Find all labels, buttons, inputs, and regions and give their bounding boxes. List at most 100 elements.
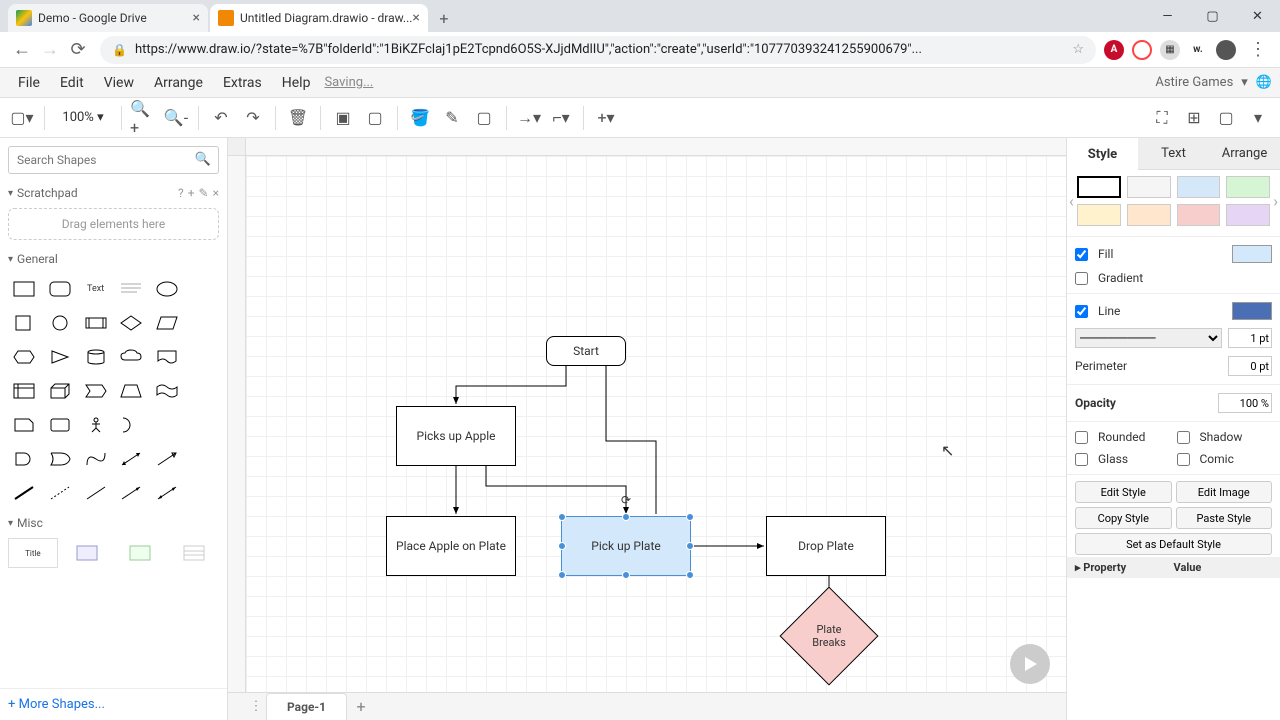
shape-ellipse[interactable]	[151, 274, 183, 304]
minimize-button[interactable]: —	[1145, 0, 1190, 32]
swatch[interactable]	[1177, 176, 1221, 198]
shape-cylinder[interactable]	[80, 342, 112, 372]
node-pick-plate[interactable]: Pick up Plate ⟳	[561, 516, 691, 576]
node-drop-plate[interactable]: Drop Plate	[766, 516, 886, 576]
scratchpad-drop[interactable]: Drag elements here	[8, 208, 219, 240]
shape-cloud[interactable]	[116, 342, 148, 372]
rotate-handle[interactable]: ⟳	[619, 493, 633, 507]
fill-checkbox[interactable]	[1075, 248, 1088, 261]
shape-line[interactable]	[8, 478, 40, 508]
menu-extras[interactable]: Extras	[213, 71, 272, 95]
search-icon[interactable]: 🔍	[195, 152, 211, 167]
shadow-button[interactable]: ▢	[470, 104, 498, 132]
opacity-input[interactable]	[1218, 393, 1272, 413]
menu-button[interactable]: ⋮	[1244, 36, 1272, 64]
shape-trap[interactable]	[116, 376, 148, 406]
node-plate-breaks[interactable]: Plate Breaks	[794, 601, 864, 671]
line-color[interactable]	[1232, 302, 1272, 320]
paste-style-button[interactable]: Paste Style	[1176, 507, 1273, 529]
property-header[interactable]: ▸ Property Value	[1067, 557, 1280, 578]
misc-header[interactable]: ▾Misc	[0, 512, 227, 534]
misc-shape-2[interactable]	[62, 538, 112, 568]
perimeter-input[interactable]	[1228, 356, 1272, 376]
shape-tape[interactable]	[151, 376, 183, 406]
close-icon[interactable]: ×	[193, 10, 200, 26]
back-button[interactable]: ←	[8, 36, 36, 64]
swatch[interactable]	[1226, 176, 1270, 198]
shape-lines[interactable]	[116, 274, 148, 304]
shape-document[interactable]	[151, 342, 183, 372]
maximize-button[interactable]: ▢	[1190, 0, 1235, 32]
menu-help[interactable]: Help	[272, 71, 321, 95]
back-button-tool[interactable]: ▢	[361, 104, 389, 132]
zoom-out-button[interactable]: 🔍-	[162, 104, 190, 132]
shape-or[interactable]	[44, 444, 76, 474]
shape-blank2[interactable]	[187, 308, 219, 338]
shape-rounded[interactable]	[44, 274, 76, 304]
node-start[interactable]: Start	[546, 336, 626, 366]
shape-blank7[interactable]	[187, 444, 219, 474]
shape-blank5[interactable]	[151, 410, 183, 440]
general-header[interactable]: ▾General	[0, 248, 227, 270]
resize-handle[interactable]	[622, 571, 630, 579]
shape-line2[interactable]	[80, 478, 112, 508]
url-bar[interactable]: 🔒 https://www.draw.io/?state=%7B"folderI…	[100, 36, 1096, 64]
tab-text[interactable]: Text	[1138, 138, 1209, 170]
rounded-checkbox[interactable]	[1075, 431, 1088, 444]
dropdown-icon[interactable]: ▾	[1241, 75, 1248, 90]
edit-icon[interactable]: ✎	[199, 186, 209, 200]
edit-style-button[interactable]: Edit Style	[1075, 481, 1172, 503]
shape-blank8[interactable]	[187, 478, 219, 508]
copy-style-button[interactable]: Copy Style	[1075, 507, 1172, 529]
ext-icon-4[interactable]: w.	[1188, 40, 1208, 60]
shape-curve[interactable]	[80, 444, 112, 474]
menu-view[interactable]: View	[94, 71, 144, 95]
close-icon[interactable]: ×	[213, 186, 219, 200]
shape-rect[interactable]	[8, 274, 40, 304]
close-icon[interactable]: ×	[412, 10, 419, 26]
shape-blank6[interactable]	[187, 410, 219, 440]
line-width-input[interactable]	[1228, 328, 1272, 348]
waypoint-button[interactable]: ⌐▾	[547, 104, 575, 132]
shape-parallel[interactable]	[151, 308, 183, 338]
play-button[interactable]	[1010, 644, 1050, 684]
set-default-button[interactable]: Set as Default Style	[1075, 533, 1272, 555]
line-color-button[interactable]: ✎	[438, 104, 466, 132]
shape-actor[interactable]	[80, 410, 112, 440]
shape-cube[interactable]	[44, 376, 76, 406]
reload-button[interactable]: ⟳	[64, 36, 92, 64]
swatch[interactable]	[1177, 204, 1221, 226]
resize-handle[interactable]	[558, 542, 566, 550]
swatch[interactable]	[1127, 176, 1171, 198]
shape-step[interactable]	[80, 376, 112, 406]
shadow-checkbox[interactable]	[1177, 431, 1190, 444]
shape-blank4[interactable]	[187, 376, 219, 406]
close-window-button[interactable]: ✕	[1235, 0, 1280, 32]
node-picks-apple[interactable]: Picks up Apple	[396, 406, 516, 466]
tab-style[interactable]: Style	[1067, 138, 1138, 170]
shape-blank3[interactable]	[187, 342, 219, 372]
resize-handle[interactable]	[686, 571, 694, 579]
shape-square[interactable]	[8, 308, 40, 338]
swatch[interactable]	[1077, 204, 1121, 226]
help-icon[interactable]: ?	[178, 186, 184, 200]
format-button[interactable]: ⊞	[1180, 104, 1208, 132]
page-tab-1[interactable]: Page-1	[266, 693, 347, 720]
connection-button[interactable]: →▾	[515, 104, 543, 132]
search-input[interactable]	[8, 146, 219, 174]
more-shapes-button[interactable]: + More Shapes...	[0, 688, 227, 720]
shape-card[interactable]	[44, 410, 76, 440]
fill-button[interactable]: 🪣	[406, 104, 434, 132]
scratchpad-header[interactable]: ▾Scratchpad ?+✎×	[0, 182, 227, 204]
shape-text[interactable]: Text	[80, 274, 112, 304]
menu-file[interactable]: File	[8, 71, 50, 95]
shape-and[interactable]	[8, 444, 40, 474]
shape-triangle[interactable]	[44, 342, 76, 372]
front-button[interactable]: ▣	[329, 104, 357, 132]
globe-icon[interactable]: 🌐	[1256, 75, 1272, 90]
shape-arrow[interactable]	[151, 444, 183, 474]
abp-icon[interactable]: A	[1104, 40, 1124, 60]
edit-image-button[interactable]: Edit Image	[1176, 481, 1273, 503]
resize-handle[interactable]	[686, 513, 694, 521]
zoom-input[interactable]: 100% ▾	[53, 110, 113, 125]
